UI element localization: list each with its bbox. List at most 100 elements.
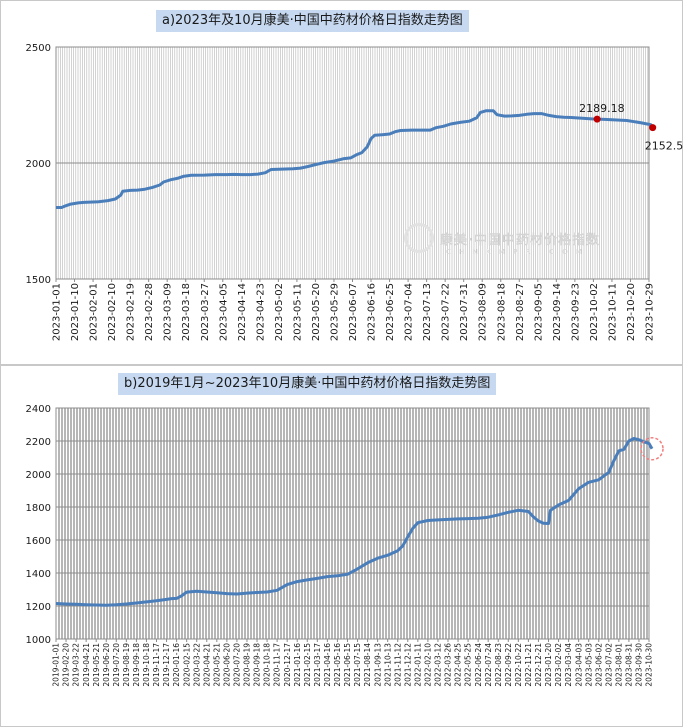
x-tick-label: 2021-05-16 [333,643,342,687]
x-tick-label: 2021-07-15 [353,643,362,687]
x-tick-label: 2022-06-24 [474,643,483,687]
x-tick-label: 2023-01-10 [70,283,81,341]
x-tick-label: 2023-07-04 [404,283,415,341]
series-line [56,109,654,209]
x-tick-label: 2023-03-09 [163,283,174,341]
chart-panel-b: 1000 1200 1400 1600 1800 2000 2200 2400 2019-01-… [0,365,683,727]
x-tick-label: 2019-11-17 [152,643,161,687]
data-point-marker [649,124,657,132]
x-tick-label: 2023-10-11 [607,283,618,341]
highlight-circle [640,437,664,461]
x-tick-label: 2019-01-01 [52,643,61,687]
x-tick-label: 2021-12-12 [403,643,412,687]
x-tick-label: 2021-02-15 [303,643,312,687]
x-tick-label: 2023-07-02 [604,643,613,687]
x-tick-label: 2020-07-20 [233,643,242,687]
x-tick-label: 2023-05-11 [292,283,303,341]
x-tick-label: 2023-02-10 [107,283,118,341]
x-tick-label: 2020-11-17 [273,643,282,687]
x-tick-label: 2023-10-29 [645,283,656,341]
x-tick-label: 2022-03-12 [434,643,443,687]
x-tick-label: 2020-09-18 [253,643,262,687]
x-tick-label: 2022-03-26 [444,643,453,687]
x-tick-label: 2023-06-02 [594,643,603,687]
x-tick-label: 2022-02-10 [424,643,433,687]
x-tick-label: 2023-02-02 [554,643,563,687]
x-tick-label: 2023-04-14 [237,283,248,341]
x-tick-label: 2020-08-19 [243,643,252,687]
x-tick-label: 2022-08-23 [494,643,503,687]
x-tick-label: 2023-02-28 [144,283,155,341]
x-tick-label: 2022-12-21 [534,643,543,687]
x-tick-label: 2022-07-24 [484,643,493,687]
x-tick-label: 2019-06-20 [102,643,111,687]
x-tick-label: 2020-06-20 [222,643,231,687]
y-tick-label: 1200 [26,602,51,613]
chart-b-canvas: 1000 1200 1400 1600 1800 2000 2200 2400 2019-01-… [26,404,664,687]
x-tick-label: 2023-05-02 [274,283,285,341]
x-tick-label: 2023-08-01 [614,643,623,687]
x-tick-label: 2023-03-04 [564,643,573,687]
x-tick-label: 2019-12-17 [162,643,171,687]
x-tick-label: 2023-04-05 [218,283,229,341]
x-tick-label: 2021-06-15 [343,643,352,687]
x-tick-label: 2020-03-22 [192,643,201,687]
x-tick-label: 2023-08-09 [478,283,489,341]
x-tick-label: 2022-04-25 [454,643,463,687]
y-tick-label: 2000 [26,159,51,170]
x-tick-label: 2023-01-01 [52,283,63,341]
chart-a-canvas: 1500 2000 2500 2023-01-01 2023-01-10 2023-02-… [26,43,684,341]
x-tick-label: 2019-09-18 [132,643,141,687]
x-tick-label: 2023-06-25 [385,283,396,341]
x-tick-label: 2022-11-21 [524,643,533,687]
x-tick-label: 2023-07-31 [459,283,470,341]
x-tick-label: 2021-10-13 [383,643,392,687]
x-tick-label: 2023-09-05 [533,283,544,341]
x-tick-label: 2019-07-20 [112,643,121,687]
x-tick-label: 2023-10-02 [589,283,600,341]
x-tick-label: 2023-05-03 [584,643,593,687]
x-tick-label: 2023-04-03 [574,643,583,687]
watermark-subtext: C H N K M P R . C O M [446,248,586,256]
x-tick-label: 2021-01-16 [293,643,302,687]
x-tick-label: 2022-10-22 [514,643,523,687]
chart-b-title: b)2019年1月~2023年10月康美·中国中药材价格日指数走势图 [118,373,497,395]
x-tick-label: 2023-03-27 [200,283,211,341]
x-tick-label: 2020-01-16 [172,643,181,687]
x-tick-label: 2023-08-18 [496,283,507,341]
data-point-marker [593,115,601,123]
x-tick-label: 2023-06-16 [367,283,378,341]
x-tick-label: 2023-07-13 [422,283,433,341]
y-tick-label: 1600 [26,536,51,547]
x-tick-label: 2022-09-22 [504,643,513,687]
data-label: 2152.55 [645,140,684,153]
watermark-logo-icon [404,223,434,253]
y-tick-label: 2500 [26,43,51,54]
x-tick-label: 2023-10-20 [626,283,637,341]
chart-panel-a: 1500 2000 2500 2023-01-01 2023-01-10 2023-02-… [0,0,684,365]
x-tick-label: 2023-03-18 [181,283,192,341]
x-tick-label: 2023-07-22 [441,283,452,341]
x-tick-label: 2023-05-20 [311,283,322,341]
x-tick-label: 2021-11-12 [393,643,402,687]
x-tick-label: 2021-09-13 [373,643,382,687]
watermark-text: 康美·中国中药材价格指数 [440,233,600,248]
x-tick-label: 2021-03-17 [313,643,322,687]
y-tick-label: 2200 [26,437,51,448]
x-tick-label: 2023-08-27 [515,283,526,341]
x-tick-label: 2020-12-17 [283,643,292,687]
x-tick-label: 2022-05-25 [464,643,473,687]
x-tick-label: 2023-09-23 [570,283,581,341]
y-tick-label: 1500 [26,275,51,286]
watermark: 康美·中国中药材价格指数 C H N K M P R . C O M [404,223,646,256]
x-tick-label: 2021-08-14 [363,643,372,687]
data-label: 2189.18 [579,102,625,115]
x-tick-label: 2020-05-21 [212,643,221,687]
x-tick-label: 2019-03-22 [72,643,81,687]
x-tick-label: 2022-01-11 [413,643,422,687]
y-tick-label: 2400 [26,404,51,415]
y-tick-label: 1800 [26,503,51,514]
y-tick-label: 2000 [26,470,51,481]
x-tick-label: 2020-10-18 [263,643,272,687]
y-tick-label: 1000 [26,635,51,646]
